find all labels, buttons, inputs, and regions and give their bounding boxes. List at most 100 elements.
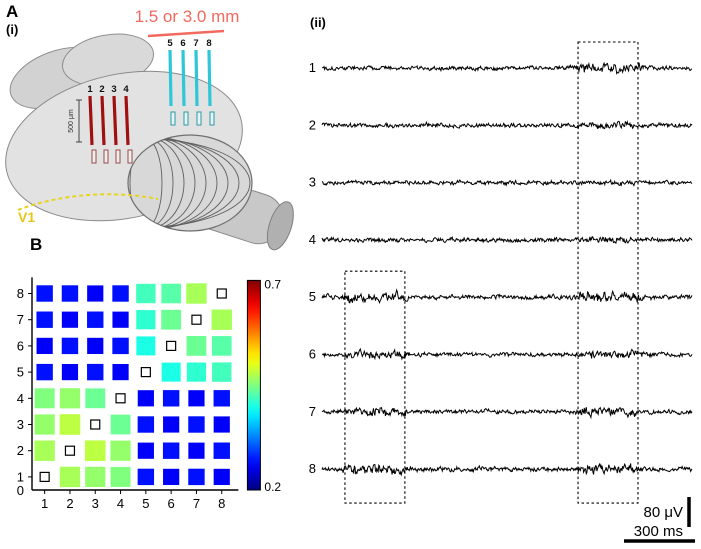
red-electrode-2 — [100, 95, 106, 146]
cyan-electrode-7-label: 7 — [193, 38, 198, 49]
x-tick-label: 8 — [218, 496, 225, 511]
red-electrode-insert — [127, 149, 133, 164]
red-electrode-3-label: 3 — [111, 84, 116, 95]
cyan-electrode-8-label: 8 — [206, 38, 211, 49]
voltage-trace — [321, 178, 693, 187]
y-origin-label: 0 — [17, 483, 24, 498]
cerebellum — [127, 134, 253, 232]
cyan-electrode-insert — [209, 111, 215, 126]
heatmap-cell — [87, 311, 104, 328]
trace-label: 4 — [309, 232, 316, 247]
panel-a-i-label: (i) — [6, 22, 19, 37]
heatmap-cell — [85, 466, 106, 487]
heatmap-open-cell — [166, 340, 177, 352]
heatmap-open-cell — [64, 445, 76, 456]
voltage-traces-svg: 1 2 3 4 5 6 7 8 80 μV 300 ms — [309, 41, 695, 543]
red-electrode-3 — [112, 95, 118, 146]
heatmap-cell — [110, 440, 131, 461]
heatmap-cell — [110, 414, 131, 435]
heatmap-cell — [188, 468, 205, 486]
highlight-box — [344, 270, 406, 504]
cyan-electrode-8 — [207, 49, 212, 107]
heatmap-cell — [59, 388, 81, 409]
x-tick-label: 6 — [168, 496, 175, 511]
colorbar-max-label: 0.7 — [264, 277, 281, 291]
y-tick-label: 6 — [17, 338, 24, 353]
x-tick-label: 7 — [193, 496, 200, 511]
cyan-electrode-5 — [168, 49, 173, 107]
red-electrode-1-label: 1 — [87, 84, 93, 95]
heatmap-cell — [87, 363, 104, 381]
y-tick-label: 7 — [17, 312, 24, 327]
heatmap-cell — [61, 285, 79, 302]
red-electrode-insert — [115, 149, 121, 164]
heatmap-cell — [85, 388, 106, 409]
voltage-scale-label: 80 μV — [644, 504, 684, 521]
voltage-trace — [321, 119, 693, 130]
trace-label: 3 — [309, 175, 316, 190]
heatmap-cell — [186, 283, 207, 304]
cyan-electrode-insert — [183, 111, 189, 126]
heatmap-open-cell — [39, 471, 50, 482]
depth-scale-label: 500 μm — [68, 109, 75, 133]
red-electrode-1 — [88, 95, 94, 146]
voltage-trace — [321, 61, 693, 75]
heatmap-cell — [112, 285, 129, 302]
x-tick-label: 1 — [41, 496, 48, 511]
heatmap-cell — [162, 442, 180, 459]
heatmap-cell — [136, 336, 156, 356]
panel-b-label: B — [30, 235, 43, 254]
x-tick-label: 3 — [92, 496, 99, 511]
heatmap-cell — [188, 390, 205, 407]
heatmap-cell — [59, 466, 81, 488]
heatmap-cell — [137, 390, 154, 407]
heatmap-cell — [36, 285, 53, 302]
voltage-trace — [321, 462, 693, 477]
red-electrode-insert — [103, 149, 109, 164]
y-tick-label: 5 — [17, 365, 24, 380]
voltage-trace — [321, 235, 693, 244]
heatmap-cell — [61, 364, 79, 381]
red-electrode-insert — [91, 149, 97, 164]
heatmap-cell — [112, 337, 129, 355]
panel-a-ii-label: (ii) — [310, 15, 326, 30]
heatmap-cell — [188, 416, 205, 433]
heatmap-open-cell — [90, 419, 101, 430]
heatmap-cell — [188, 442, 205, 459]
cyan-electrode-6-label: 6 — [180, 38, 185, 49]
cyan-electrode-insert — [170, 111, 176, 126]
red-electrode-4-label: 4 — [123, 84, 129, 95]
heatmap-cell — [137, 416, 155, 433]
heatmap-cell — [213, 468, 230, 485]
heatmap-open-cell — [140, 366, 151, 378]
heatmap-cell — [112, 364, 129, 381]
distance-annotation-label: 1.5 or 3.0 mm — [135, 7, 240, 26]
heatmap-cell — [112, 311, 129, 328]
heatmap-open-cell — [115, 393, 126, 404]
colorbar — [246, 279, 261, 491]
heatmap-cell — [186, 336, 207, 356]
y-tick-label: 8 — [17, 286, 24, 301]
red-electrode-2-label: 2 — [99, 84, 104, 95]
voltage-trace — [321, 288, 693, 305]
brain-illustration: V1 500 μm 1 2 3 4 5 6 7 — [5, 7, 294, 251]
voltage-trace — [321, 406, 693, 420]
cyan-electrode-6 — [181, 49, 186, 107]
cyan-electrode-insert — [196, 111, 202, 126]
heatmap-cell — [34, 440, 55, 461]
heatmap-cell — [211, 336, 232, 356]
colorbar-min-label: 0.2 — [264, 480, 281, 494]
heatmap-cell — [61, 311, 79, 328]
cyan-electrode-5-label: 5 — [167, 38, 173, 49]
trace-label: 8 — [309, 461, 316, 476]
trace-label: 6 — [309, 347, 316, 362]
distance-annotation-line — [147, 29, 225, 38]
heatmap-cell — [87, 337, 104, 354]
v1-boundary-dashed-line — [17, 193, 159, 211]
time-scale-label: 300 ms — [634, 523, 683, 540]
heatmap-cell — [59, 414, 81, 435]
heatmap-cell — [163, 416, 180, 433]
trace-label: 7 — [309, 404, 316, 419]
trace-label: 5 — [309, 289, 316, 304]
